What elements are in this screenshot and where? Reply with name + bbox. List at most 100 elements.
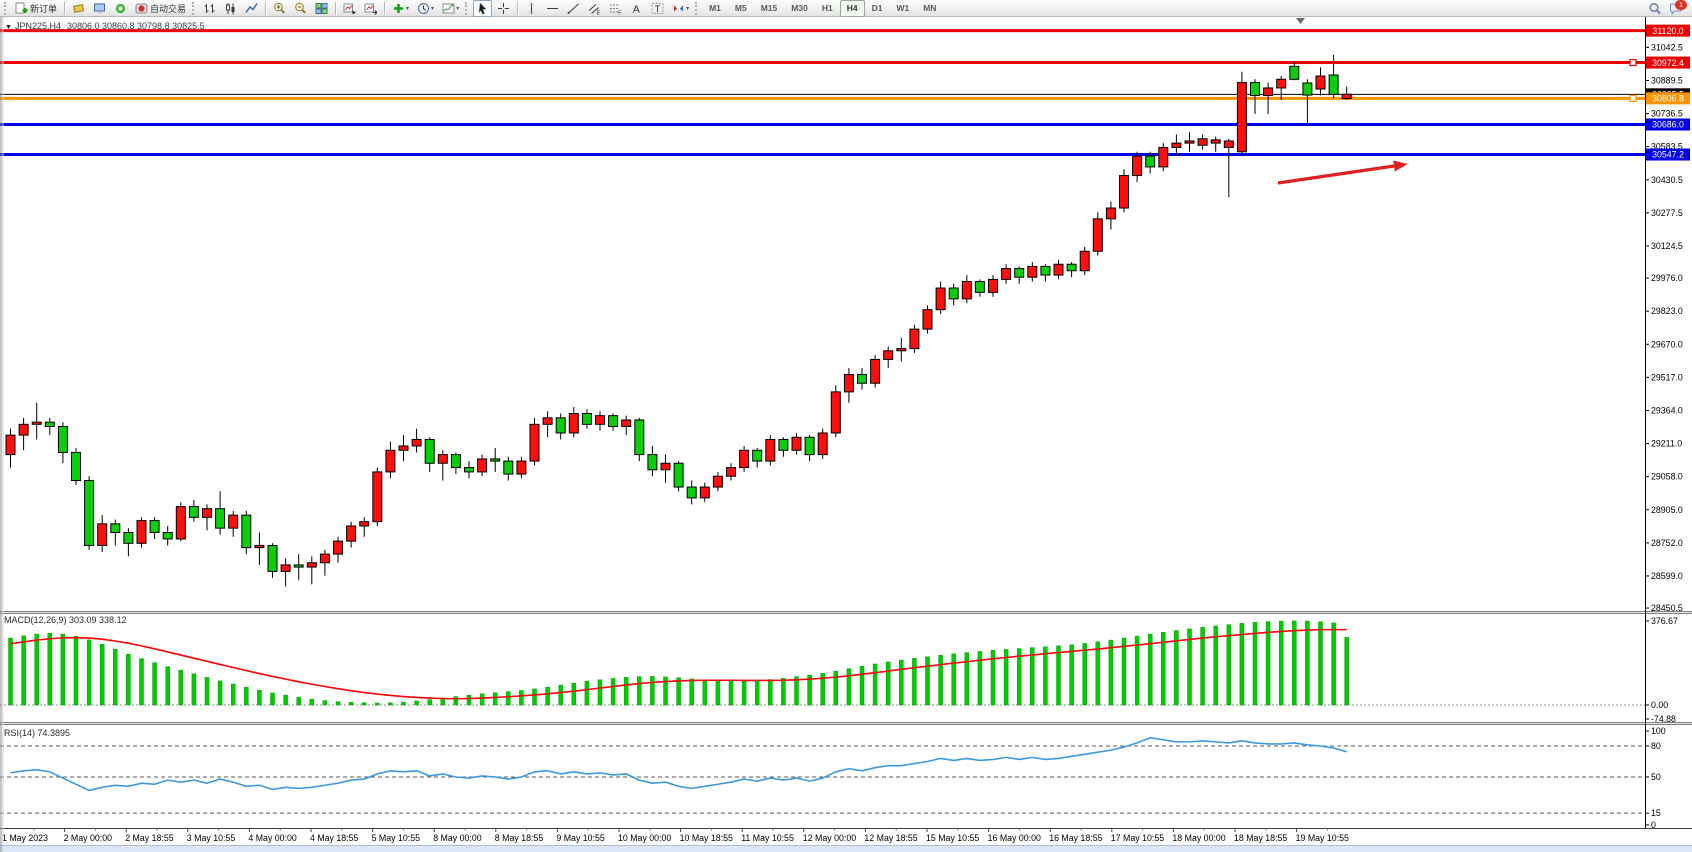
timeframe-button-m30[interactable]: M30: [791, 3, 808, 13]
price-tick-label: 50: [1651, 772, 1661, 782]
candle-body: [1315, 75, 1326, 90]
new-order-button[interactable]: 新订单: [12, 0, 60, 17]
line-selection-handle[interactable]: [1629, 94, 1637, 102]
macd-histogram-bar: [348, 702, 354, 706]
price-label-box: [1646, 118, 1690, 131]
market-watch-button[interactable]: [90, 0, 109, 17]
time-tick-label: 5 May 10:55: [372, 833, 421, 843]
price-tick-label: 0: [1651, 820, 1656, 830]
text-label-button[interactable]: T: [648, 0, 667, 17]
crosshair-button[interactable]: [494, 0, 513, 17]
price-scale[interactable]: 31042.5 30889.5 30736.5 30583.5 30430.5 30277…: [1645, 17, 1690, 830]
candle-body: [568, 413, 579, 434]
new-chart-button[interactable]: [340, 0, 359, 17]
macd-pane[interactable]: [0, 620, 1645, 706]
chart-shift-marker[interactable]: [1296, 18, 1305, 24]
timeframe-button-m15[interactable]: M15: [760, 3, 778, 13]
time-scale[interactable]: 1 May 2023 2 May 00:00 2 May 18:55 3 May 10…: [0, 828, 1692, 843]
arrows-icon: [674, 5, 684, 11]
candle-body: [922, 309, 933, 330]
timeframe-button-h1[interactable]: H1: [821, 3, 833, 13]
candle-body: [857, 374, 867, 384]
periods-caret-icon[interactable]: ▾: [431, 5, 435, 12]
trendline-icon: [567, 3, 579, 14]
templates-caret-icon[interactable]: ▾: [456, 5, 460, 12]
periods-button[interactable]: ▾: [414, 0, 437, 17]
macd-histogram-bar: [388, 702, 393, 706]
candlestick-chart-button[interactable]: [221, 0, 240, 17]
arrow-annotation[interactable]: [1277, 160, 1408, 185]
horizontal-line-button[interactable]: [543, 0, 562, 17]
ohlc-values: 30806.0 30860.8 30798.8 30825.5: [66, 21, 205, 31]
templates-icon: [442, 3, 455, 13]
arrows-button[interactable]: ▾: [669, 0, 692, 17]
zoom-out-button[interactable]: [291, 0, 310, 17]
zoom-in-button[interactable]: [270, 0, 289, 17]
bar-chart-button[interactable]: [200, 0, 219, 17]
line-selection-handle[interactable]: [1629, 58, 1637, 67]
toolbar-grip: [465, 1, 470, 15]
indicators-button[interactable]: ▾: [389, 0, 412, 17]
candlestick-chart-icon: [226, 2, 235, 14]
time-tick-label: 15 May 10:55: [926, 833, 979, 843]
pane-divider[interactable]: [0, 722, 1692, 725]
price-tick-label: 30277.5: [1651, 208, 1683, 218]
macd-histogram-bar: [872, 663, 878, 706]
timeframe-button-h4[interactable]: H4: [839, 0, 865, 17]
toolbar-grip: [695, 1, 700, 15]
macd-histogram-bar: [191, 673, 197, 706]
candle-body: [123, 531, 134, 544]
line-chart-button[interactable]: [242, 0, 261, 17]
candle-body: [608, 415, 619, 427]
macd-histogram-bar: [925, 656, 930, 706]
candle-body: [57, 425, 68, 453]
macd-histogram-bar: [741, 681, 747, 706]
toolbar-separator: [517, 1, 519, 15]
pane-divider[interactable]: [0, 611, 1692, 614]
chart-shift-button[interactable]: [361, 0, 380, 17]
candle-body: [31, 421, 42, 425]
timeframe-button-mn[interactable]: MN: [923, 3, 937, 13]
candle-body: [5, 434, 16, 456]
macd-histogram-bar: [584, 681, 590, 706]
fibonacci-button[interactable]: F: [606, 0, 625, 17]
text-button[interactable]: A: [627, 0, 646, 17]
candle-body: [595, 415, 605, 425]
cursor-button[interactable]: [473, 0, 493, 17]
trendline-button[interactable]: [564, 0, 583, 17]
timeframe-button-m5[interactable]: M5: [734, 3, 747, 13]
horizontal-line-objects[interactable]: [0, 29, 1645, 157]
arrows-caret-icon[interactable]: ▾: [686, 5, 690, 12]
macd-histogram-bar: [309, 698, 315, 706]
rsi-pane[interactable]: [0, 736, 1645, 814]
price-label-text: 30972.4: [1652, 58, 1684, 68]
svg-text:F: F: [618, 10, 622, 15]
equidistant-channel-button[interactable]: E: [585, 0, 604, 17]
candle-body: [948, 287, 959, 300]
notifications-button[interactable]: 1: [1666, 0, 1691, 17]
macd-histogram-bar: [545, 686, 550, 706]
symbol-dropdown-icon[interactable]: ▼: [5, 24, 12, 31]
main-price-pane[interactable]: [0, 29, 1645, 587]
macd-histogram-bar: [1134, 635, 1140, 706]
auto-trading-button[interactable]: 自动交易: [132, 0, 189, 17]
timeframe-button-m1[interactable]: M1: [709, 3, 721, 13]
macd-histogram-bar: [1108, 639, 1114, 706]
templates-button[interactable]: ▾: [439, 0, 462, 17]
svg-text:T: T: [655, 4, 661, 14]
metaeditor-button[interactable]: [69, 0, 88, 17]
candle-body: [372, 471, 383, 523]
tile-windows-button[interactable]: [312, 0, 331, 17]
vertical-line-button[interactable]: [522, 0, 541, 17]
search-button[interactable]: [1645, 0, 1664, 17]
indicators-caret-icon[interactable]: ▾: [406, 5, 410, 12]
timeframe-button-w1[interactable]: W1: [896, 3, 910, 13]
macd-histogram-bar: [1147, 633, 1153, 706]
candle-body: [1158, 146, 1169, 168]
macd-histogram-bar: [34, 633, 39, 706]
signals-button[interactable]: [111, 0, 130, 17]
macd-histogram-bar: [427, 699, 432, 706]
cursor-icon: [479, 2, 487, 14]
timeframe-button-d1[interactable]: D1: [871, 3, 883, 13]
